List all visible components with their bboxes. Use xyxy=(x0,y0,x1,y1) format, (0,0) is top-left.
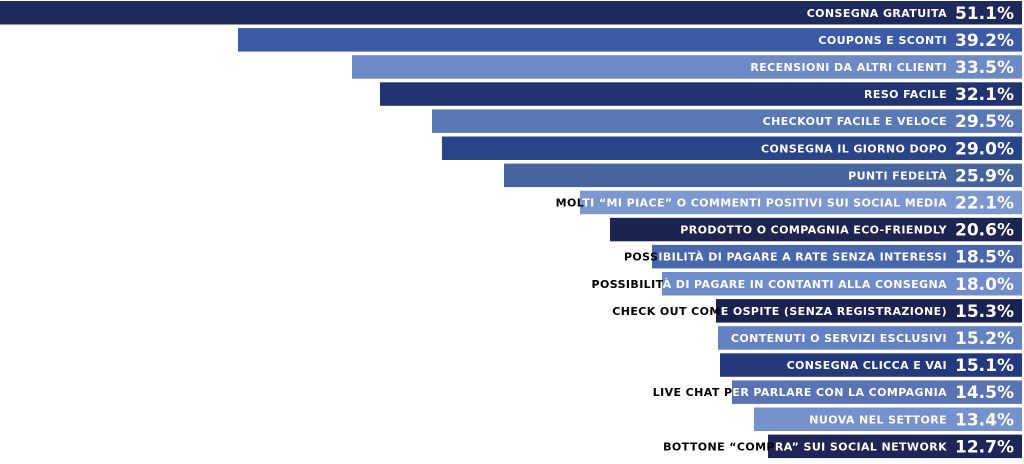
bar-value-label: 25.9% xyxy=(955,166,1014,186)
bar-group: 13.4% NUOVA NEL SETTORE xyxy=(754,407,1022,431)
bar xyxy=(380,82,1022,106)
bar-category-label: MOLTI “MI PIACE” O COMMENTI POSITIVI SUI… xyxy=(556,197,947,210)
bar-group: 25.9% PUNTI FEDELTÀ xyxy=(504,163,1022,188)
bar xyxy=(754,407,1022,431)
bar-value-label: 51.1% xyxy=(955,4,1014,24)
bar-category-label: RESO FACILE xyxy=(864,88,947,101)
bar-category-label: POSSIBILITÀ DI PAGARE A RATE SENZA INTER… xyxy=(624,251,947,264)
bar-category-label: CONSEGNA GRATUITA xyxy=(807,7,947,20)
bar xyxy=(718,326,1022,350)
bar xyxy=(0,1,1022,25)
bar-group: 12.7% BOTTONE “COMPRA” SUI SOCIAL NETWORK xyxy=(663,434,1022,459)
bar xyxy=(580,190,1022,215)
bar-group: 39.2% COUPONS E SCONTI xyxy=(238,28,1022,52)
bar xyxy=(442,136,1022,160)
bar-value-label: 39.2% xyxy=(955,31,1014,51)
bar-value-label: 15.3% xyxy=(955,302,1014,322)
bar-value-label: 29.5% xyxy=(955,112,1014,132)
bar-group: 18.5% POSSIBILITÀ DI PAGARE A RATE SENZA … xyxy=(624,244,1022,269)
bar-category-label: COUPONS E SCONTI xyxy=(818,34,947,47)
bar-category-label: CONTENUTI O SERVIZI ESCLUSIVI xyxy=(731,332,947,345)
bar-category-label: PUNTI FEDELTÀ xyxy=(848,169,947,182)
bar xyxy=(720,353,1022,377)
bar-group: 51.1% CONSEGNA GRATUITA xyxy=(0,1,1022,25)
bar-value-label: 18.0% xyxy=(955,275,1014,295)
bar-value-label: 32.1% xyxy=(955,85,1014,105)
bar xyxy=(652,244,1022,269)
bar-group: 22.1% MOLTI “MI PIACE” O COMMENTI POSITIV… xyxy=(556,190,1022,215)
bar-value-label: 22.1% xyxy=(955,194,1014,214)
bar-category-label: POSSIBILITÀ DI PAGARE IN CONTANTI ALLA C… xyxy=(592,278,948,291)
bar xyxy=(504,163,1022,188)
bar-value-label: 12.7% xyxy=(955,437,1014,457)
bar-group: 32.1% RESO FACILE xyxy=(380,82,1022,106)
bar-value-label: 14.5% xyxy=(955,383,1014,403)
bar-value-label: 33.5% xyxy=(955,58,1014,78)
bar xyxy=(716,299,1022,323)
bar xyxy=(768,434,1022,459)
bar-category-label: BOTTONE “COMPRA” SUI SOCIAL NETWORK xyxy=(663,440,947,453)
bar-category-label: CHECK OUT COME OSPITE (SENZA REGISTRAZIO… xyxy=(612,305,947,318)
bar-group: 15.3% CHECK OUT COME OSPITE (SENZA REGIST… xyxy=(612,299,1022,323)
bar-group: 15.1% CONSEGNA CLICCA E VAI xyxy=(720,353,1022,377)
bar-value-label: 15.2% xyxy=(955,329,1014,349)
bar-category-label: CHECKOUT FACILE E VELOCE xyxy=(763,115,947,128)
bar-value-label: 15.1% xyxy=(955,356,1014,376)
bar xyxy=(732,380,1022,404)
bar-group: 18.0% POSSIBILITÀ DI PAGARE IN CONTANTI A… xyxy=(592,272,1022,296)
bar-category-label: PRODOTTO O COMPAGNIA ECO-FRIENDLY xyxy=(680,224,947,237)
bar xyxy=(610,217,1022,242)
bar-category-label: CONSEGNA CLICCA E VAI xyxy=(787,359,947,372)
bar-value-label: 20.6% xyxy=(955,221,1014,241)
bar-group: 20.6% PRODOTTO O COMPAGNIA ECO-FRIENDLY xyxy=(610,217,1022,242)
bar-group: 29.5% CHECKOUT FACILE E VELOCE xyxy=(432,109,1022,133)
bar xyxy=(352,55,1022,79)
bar-value-label: 18.5% xyxy=(955,248,1014,268)
bar-category-label: LIVE CHAT PER PARLARE CON LA COMPAGNIA xyxy=(653,386,947,399)
bar-group: 15.2% CONTENUTI O SERVIZI ESCLUSIVI xyxy=(718,326,1022,350)
bar-category-label: RECENSIONI DA ALTRI CLIENTI xyxy=(750,61,947,74)
bar-value-label: 13.4% xyxy=(955,410,1014,430)
bar-value-label: 29.0% xyxy=(955,139,1014,159)
bar xyxy=(238,28,1022,52)
bar-group: 33.5% RECENSIONI DA ALTRI CLIENTI xyxy=(352,55,1022,79)
bar-group: 14.5% LIVE CHAT PER PARLARE CON LA COMPAG… xyxy=(653,380,1022,404)
bar xyxy=(662,272,1022,296)
bar-category-label: NUOVA NEL SETTORE xyxy=(809,413,947,426)
bar xyxy=(432,109,1022,133)
bar-category-label: CONSEGNA IL GIORNO DOPO xyxy=(761,142,947,155)
bar-group: 29.0% CONSEGNA IL GIORNO DOPO xyxy=(442,136,1022,160)
